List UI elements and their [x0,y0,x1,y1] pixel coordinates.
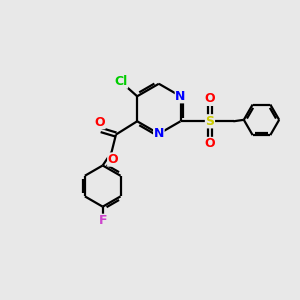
Text: F: F [98,214,107,227]
Text: N: N [154,127,164,140]
Text: O: O [205,137,215,151]
Text: O: O [94,116,105,129]
Text: O: O [205,92,215,105]
Text: N: N [175,90,186,103]
Text: Cl: Cl [114,75,128,88]
Text: O: O [108,153,118,166]
Text: S: S [206,115,214,128]
